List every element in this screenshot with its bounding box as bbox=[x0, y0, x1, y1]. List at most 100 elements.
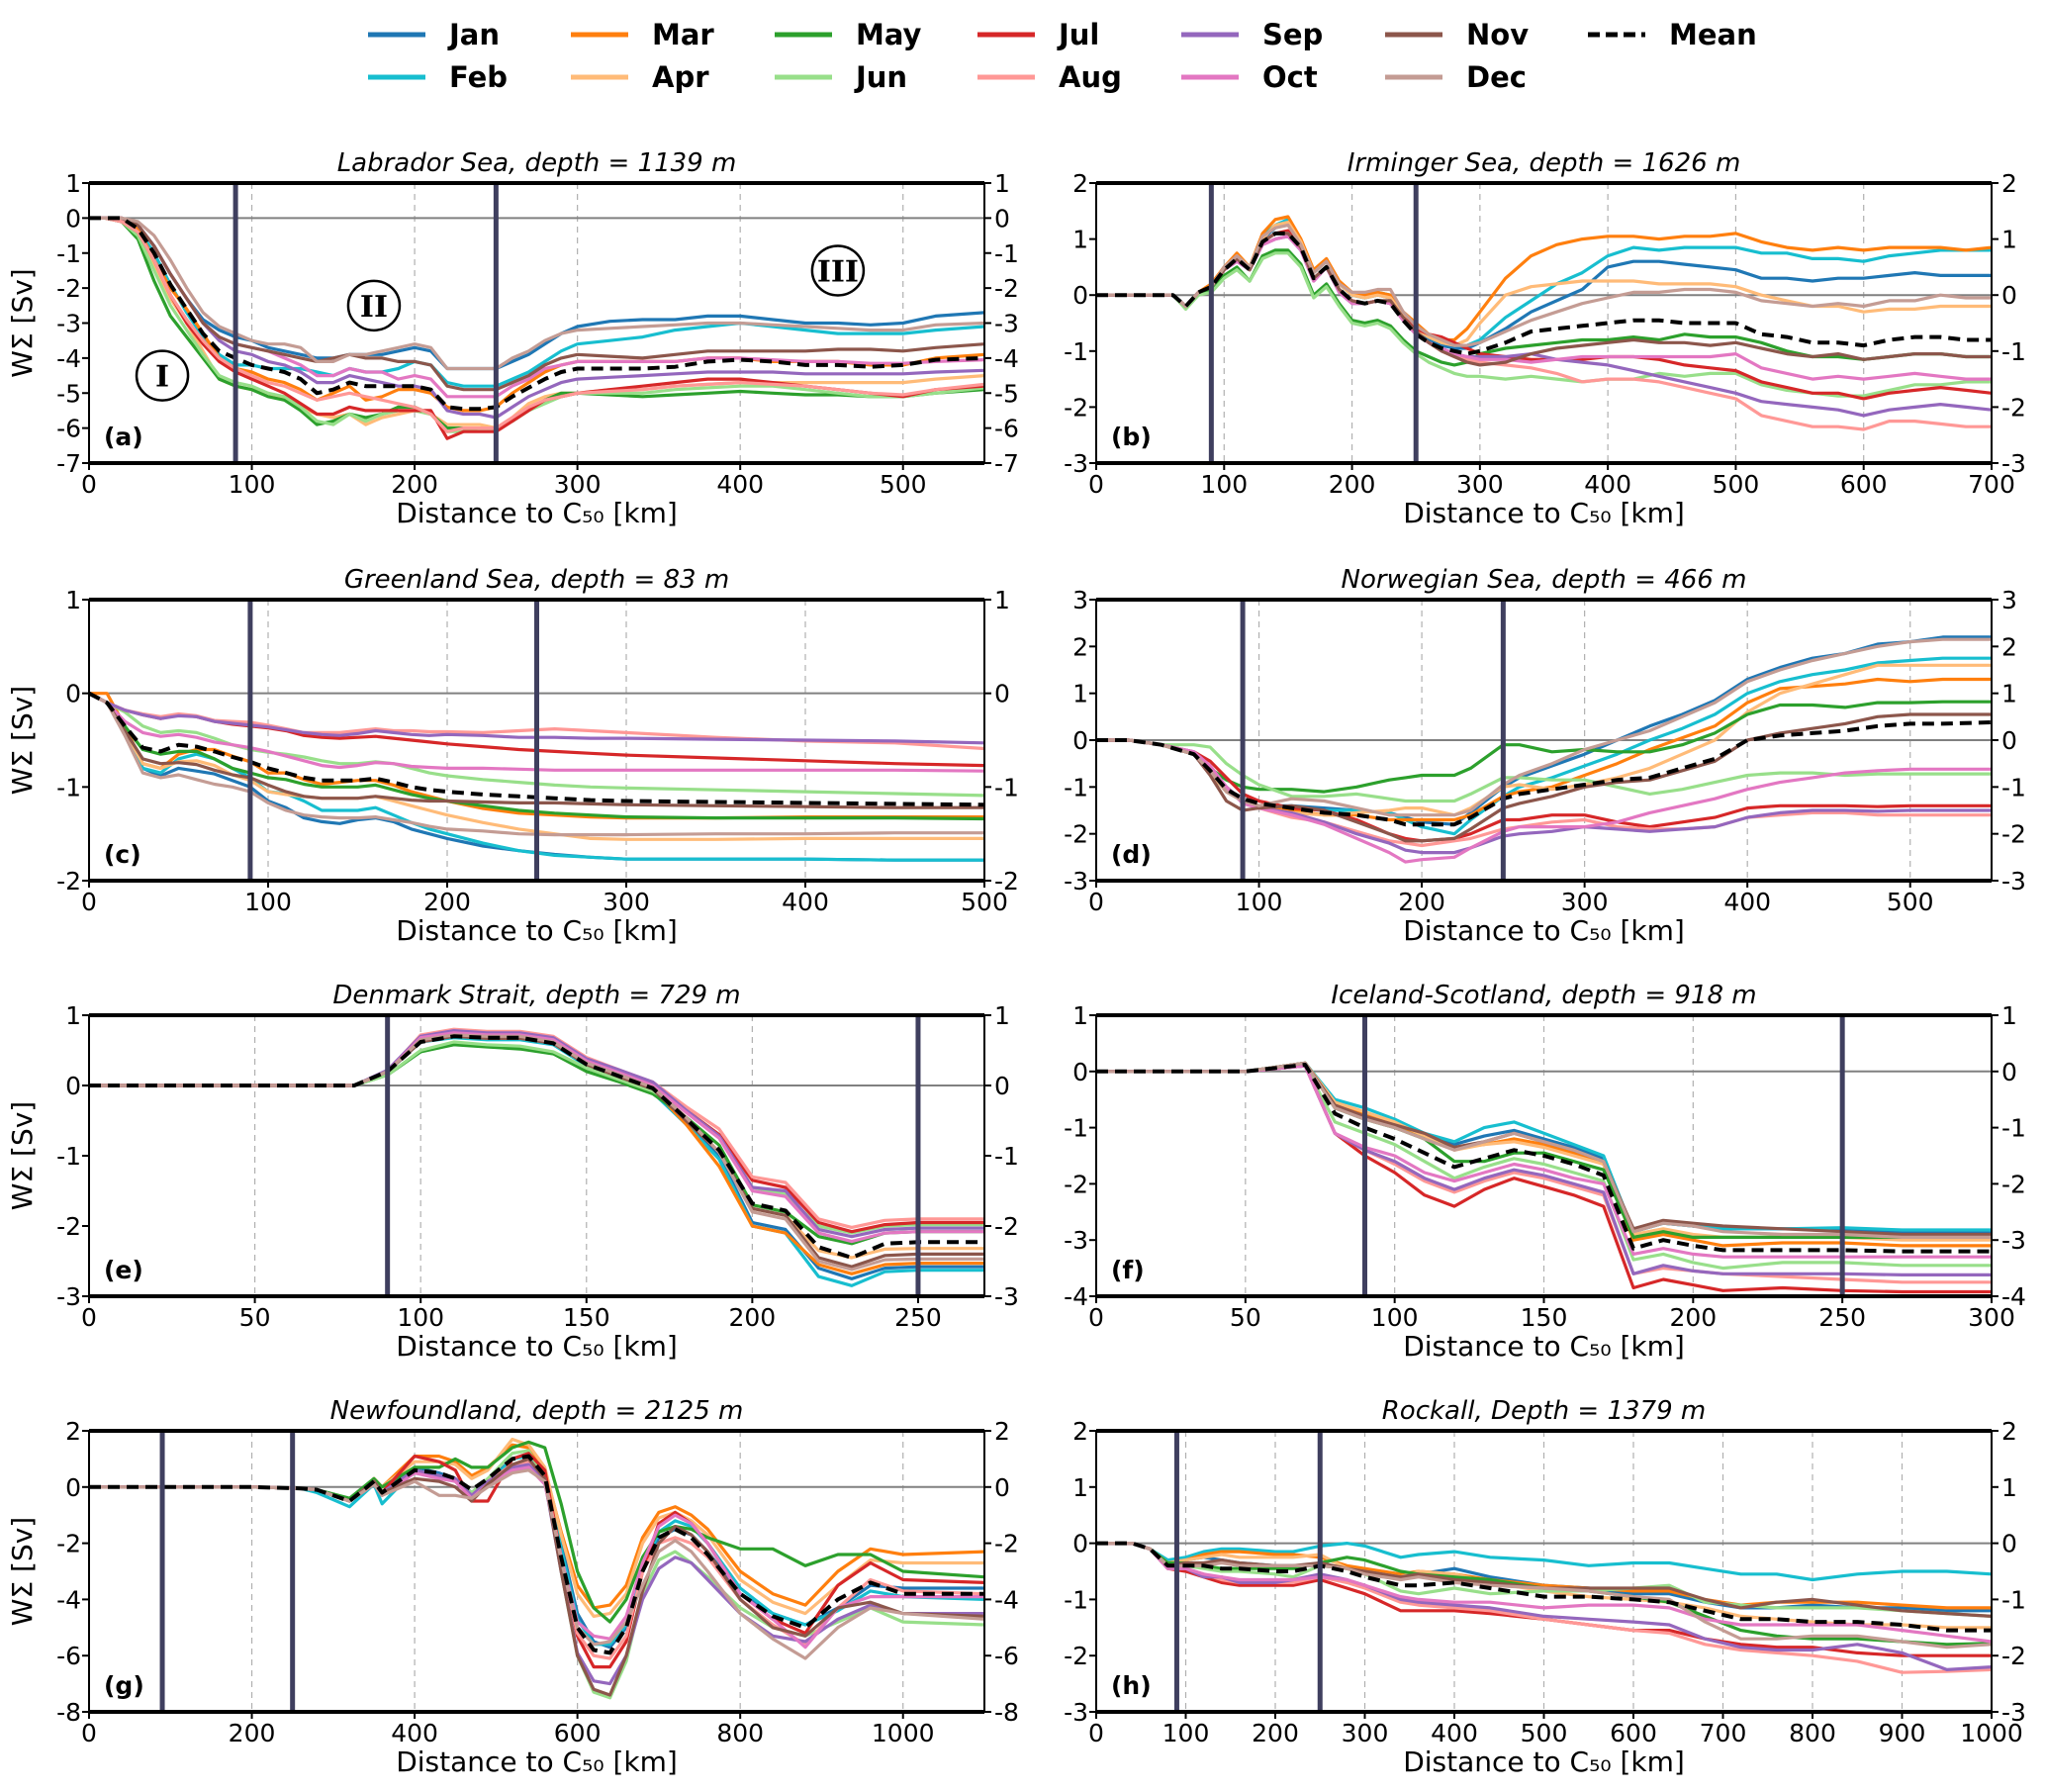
series-line-dec bbox=[1096, 1541, 1992, 1650]
series-line-jul bbox=[89, 216, 984, 440]
y-tick-label-right: 2 bbox=[994, 1417, 1010, 1446]
legend-label: Aug bbox=[1059, 60, 1122, 94]
y-tick-label-right: -4 bbox=[2001, 1282, 2026, 1311]
y-tick-label-right: -3 bbox=[994, 1282, 1019, 1311]
y-axis-label: WΣ [Sv] bbox=[6, 268, 39, 377]
y-tick-label-left: -2 bbox=[1064, 820, 1088, 849]
series-line-sep bbox=[1096, 738, 1992, 855]
x-tick-label: 0 bbox=[1088, 888, 1104, 916]
y-tick-label-left: 2 bbox=[1072, 169, 1088, 198]
x-tick-label: 200 bbox=[1252, 1719, 1299, 1747]
x-tick-label: 100 bbox=[1236, 888, 1283, 916]
series-line-jun bbox=[89, 692, 984, 798]
y-tick-label-right: -3 bbox=[2001, 1698, 2026, 1727]
annotation-circle bbox=[810, 244, 866, 297]
y-tick-label-right: -5 bbox=[994, 379, 1019, 408]
series-line-dec bbox=[1096, 637, 1992, 817]
x-tick-label: 400 bbox=[782, 888, 829, 916]
x-tick-label: 600 bbox=[554, 1719, 602, 1747]
panel-label: (a) bbox=[104, 423, 143, 451]
y-tick-label-left: 3 bbox=[1072, 586, 1088, 614]
x-tick-label: 400 bbox=[1723, 888, 1771, 916]
y-tick-label-right: -1 bbox=[994, 1142, 1019, 1171]
panel-title: Newfoundland, depth = 2125 m bbox=[330, 1396, 744, 1426]
series-line-oct bbox=[1096, 1541, 1992, 1644]
y-tick-label-left: -3 bbox=[56, 310, 81, 338]
x-tick-label: 100 bbox=[244, 888, 292, 916]
panel-f: Iceland-Scotland, depth = 918 m0 50 100 150… bbox=[1064, 981, 2026, 1363]
series-line-mean bbox=[89, 1034, 984, 1260]
x-axis-label: Distance to C₅₀ [km] bbox=[1403, 1330, 1685, 1363]
series-line-nov bbox=[1096, 1541, 1992, 1618]
panel-title: Greenland Sea, depth = 83 m bbox=[344, 565, 729, 595]
panels: Labrador Sea, depth = 1139 m0 100 200 300 40… bbox=[6, 148, 2026, 1778]
legend-item-mar: Mar bbox=[571, 18, 714, 51]
series-group bbox=[89, 216, 984, 440]
x-tick-label: 400 bbox=[716, 470, 764, 499]
x-tick-label: 0 bbox=[81, 1719, 97, 1747]
x-tick-label: 200 bbox=[423, 888, 471, 916]
x-tick-label: 400 bbox=[1584, 470, 1631, 499]
region-annotation: II bbox=[346, 279, 402, 332]
series-line-jun bbox=[1096, 251, 1992, 398]
y-tick-label-left: -1 bbox=[1064, 773, 1088, 802]
y-tick-label-right: 2 bbox=[2001, 1417, 2017, 1446]
annotation-label: III bbox=[817, 254, 859, 289]
y-tick-label-right: 1 bbox=[994, 169, 1010, 198]
y-tick-label-left: -3 bbox=[1064, 867, 1088, 896]
y-axis-label: WΣ [Sv] bbox=[6, 1101, 39, 1210]
y-tick-label-right: 1 bbox=[2001, 1473, 2017, 1502]
y-tick-label-left: 2 bbox=[65, 1417, 81, 1446]
y-tick-label-left: 1 bbox=[65, 169, 81, 198]
panel-label: (f) bbox=[1111, 1256, 1145, 1284]
series-line-may bbox=[89, 692, 984, 821]
series-line-mean bbox=[1096, 1541, 1992, 1633]
y-tick-label-right: 0 bbox=[2001, 1058, 2017, 1086]
x-tick-label: 600 bbox=[1610, 1719, 1657, 1747]
y-tick-label-left: -1 bbox=[1064, 337, 1088, 366]
series-line-oct bbox=[89, 692, 984, 773]
x-tick-label: 700 bbox=[1968, 470, 2015, 499]
y-tick-label-left: -2 bbox=[56, 867, 81, 896]
legend-label: Sep bbox=[1262, 18, 1323, 51]
x-tick-label: 300 bbox=[1968, 1303, 2015, 1332]
y-tick-label-left: 0 bbox=[1072, 281, 1088, 310]
x-axis-label: Distance to C₅₀ [km] bbox=[396, 1330, 678, 1363]
legend-item-aug: Aug bbox=[977, 60, 1122, 94]
panel-title: Iceland-Scotland, depth = 918 m bbox=[1331, 981, 1756, 1010]
y-tick-label-right: -6 bbox=[994, 1642, 1019, 1670]
x-tick-label: 150 bbox=[563, 1303, 610, 1332]
x-tick-label: 100 bbox=[229, 470, 276, 499]
x-tick-label: 500 bbox=[1713, 470, 1760, 499]
y-tick-label-right: -3 bbox=[2001, 449, 2026, 478]
y-tick-label-left: -2 bbox=[1064, 1642, 1088, 1670]
series-group bbox=[89, 691, 984, 862]
y-tick-label-left: -3 bbox=[1064, 1226, 1088, 1255]
y-tick-label-right: -3 bbox=[2001, 867, 2026, 896]
legend-item-oct: Oct bbox=[1181, 60, 1318, 94]
y-tick-label-right: 0 bbox=[2001, 726, 2017, 755]
y-tick-label-left: -2 bbox=[1064, 393, 1088, 422]
legend-label: Oct bbox=[1262, 60, 1318, 94]
legend-label: Feb bbox=[449, 60, 508, 94]
y-tick-label-right: -1 bbox=[2001, 337, 2026, 366]
y-axis-label: WΣ [Sv] bbox=[6, 1517, 39, 1626]
x-axis-label: Distance to C₅₀ [km] bbox=[396, 1745, 678, 1778]
panel-title: Denmark Strait, depth = 729 m bbox=[332, 981, 740, 1010]
x-tick-label: 500 bbox=[1887, 888, 1934, 916]
y-tick-label-right: -1 bbox=[994, 239, 1019, 268]
y-axis-label: WΣ [Sv] bbox=[6, 686, 39, 795]
x-tick-label: 300 bbox=[603, 888, 650, 916]
series-group bbox=[1096, 215, 1992, 431]
x-tick-label: 400 bbox=[1431, 1719, 1478, 1747]
x-tick-label: 300 bbox=[554, 470, 602, 499]
series-line-sep bbox=[89, 1028, 984, 1239]
x-tick-label: 0 bbox=[81, 1303, 97, 1332]
panel-label: (b) bbox=[1111, 423, 1152, 451]
y-tick-label-left: -1 bbox=[1064, 1585, 1088, 1614]
legend-item-feb: Feb bbox=[368, 60, 508, 94]
series-line-nov bbox=[1096, 712, 1992, 843]
y-tick-label-left: -5 bbox=[56, 379, 81, 408]
series-line-may bbox=[89, 1043, 984, 1246]
